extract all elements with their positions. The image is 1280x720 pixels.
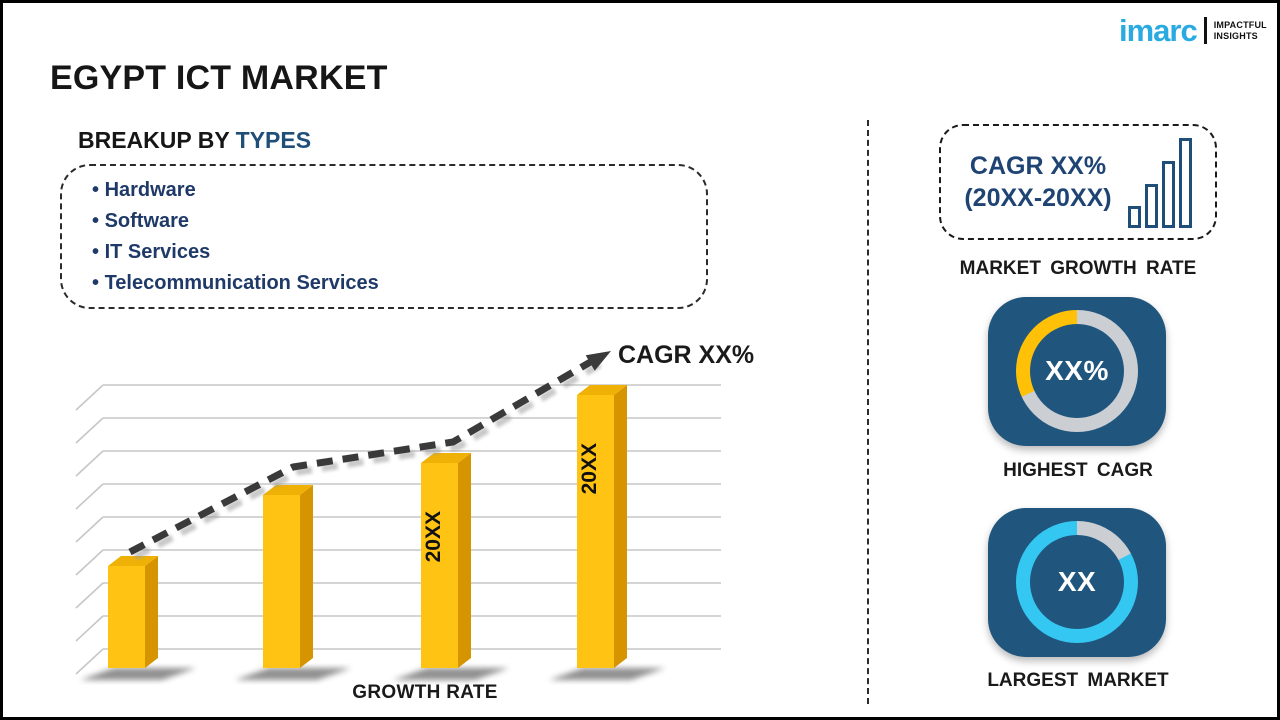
largest-market-donut: XX [1016,521,1138,643]
highest-cagr-donut: XX% [1016,310,1138,432]
bar-label: 20XX [578,443,601,494]
highest-cagr-card: XX% [988,297,1166,446]
highest-cagr-value: XX% [1045,355,1109,386]
imarc-wordmark: imarc [1119,13,1198,48]
bar-year4: 20XX [577,385,627,668]
donut-hole [1030,535,1124,629]
logo-tagline-line1: IMPACTFUL [1213,19,1267,30]
list-item: Hardware [92,175,706,205]
x-axis-label: GROWTH RATE [352,682,498,703]
logo-tagline: IMPACTFUL INSIGHTS [1214,20,1267,42]
cagr-box: CAGR XX% (20XX-20XX) [939,124,1217,240]
bar-shadows [80,668,665,680]
breakup-list-box: Hardware Software IT Services Telecommun… [60,164,708,309]
list-item: IT Services [92,237,706,267]
largest-market-value: XX [1057,566,1097,597]
bar-year1 [108,556,158,668]
cagr-box-line2: (20XX-20XX) [964,184,1112,212]
bar-year2 [263,485,313,668]
breakup-heading: BREAKUP BY TYPES [78,127,311,154]
trend-arrow [128,351,611,561]
largest-market-card: XX [988,508,1166,657]
page-title: EGYPT ICT MARKET [50,59,388,97]
arrowhead-icon [585,351,611,371]
breakup-heading-prefix: BREAKUP BY [78,127,236,153]
imarc-logo: imarc IMPACTFUL INSIGHTS [1119,15,1267,46]
list-item: Software [92,206,706,236]
donut-hole [1030,324,1124,418]
logo-tagline-line2: INSIGHTS [1213,30,1258,41]
logo-divider [1203,17,1207,44]
market-growth-rate-label: MARKET GROWTH RATE [959,258,1197,279]
breakup-heading-highlight: TYPES [235,127,312,153]
bar-label: 20XX [422,511,445,562]
list-item: Telecommunication Services [92,268,706,298]
trend-label: CAGR XX% [618,341,755,369]
growth-bar-chart: 20XX 20XX [75,351,721,680]
bar-chart-icon [1127,136,1192,228]
cagr-box-text: CAGR XX% (20XX-20XX) [964,150,1111,214]
bar-year3: 20XX [421,453,471,668]
cagr-box-line1: CAGR XX% [969,152,1107,180]
section-divider [867,120,869,704]
highest-cagr-label: HIGHEST CAGR [1003,460,1153,481]
largest-market-label: LARGEST MARKET [987,670,1169,691]
